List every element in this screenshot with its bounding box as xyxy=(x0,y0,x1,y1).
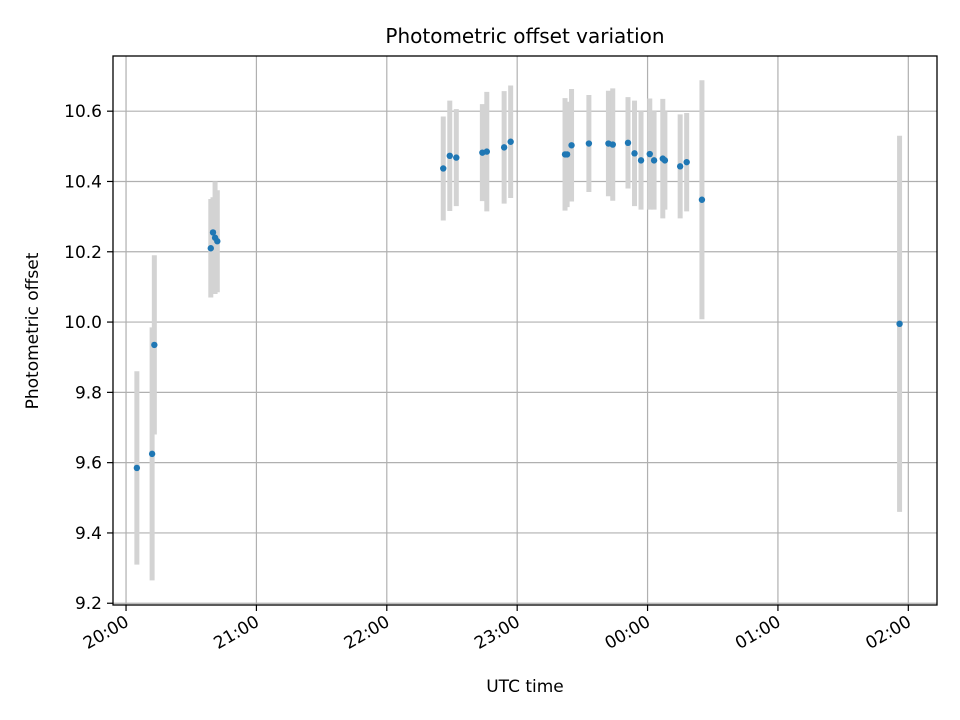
data-point xyxy=(661,157,669,164)
data-point xyxy=(563,151,571,158)
data-point xyxy=(624,139,632,147)
y-tick-label: 9.4 xyxy=(75,524,102,544)
chart-title: Photometric offset variation xyxy=(385,24,664,48)
data-point xyxy=(500,144,508,151)
data-point xyxy=(207,245,214,252)
data-point xyxy=(507,138,514,145)
data-point xyxy=(585,140,593,147)
x-axis-label: UTC time xyxy=(486,677,564,697)
data-point xyxy=(896,320,903,328)
plot-frame xyxy=(112,55,938,606)
data-point xyxy=(440,165,447,172)
data-point xyxy=(214,238,221,245)
data-point xyxy=(148,450,156,458)
data-point xyxy=(650,157,658,164)
grid-lines xyxy=(113,56,937,605)
data-point xyxy=(568,142,575,149)
data-point xyxy=(209,229,217,236)
data-point xyxy=(133,464,141,472)
y-axis-label: Photometric offset xyxy=(23,252,43,409)
y-tick-label: 10.6 xyxy=(64,102,102,122)
data-points xyxy=(133,138,903,472)
data-point xyxy=(483,148,490,155)
data-point xyxy=(453,154,460,161)
y-tick-label: 9.2 xyxy=(75,594,102,614)
y-tick-label: 10.2 xyxy=(64,243,102,263)
data-point xyxy=(609,141,616,148)
data-point xyxy=(637,157,645,164)
data-point xyxy=(646,150,653,158)
y-tick-label: 9.8 xyxy=(75,383,102,403)
data-point xyxy=(631,150,638,157)
y-tick-label: 10.4 xyxy=(64,172,102,192)
data-point xyxy=(446,152,453,160)
y-tick-label: 10.0 xyxy=(64,313,102,333)
data-point xyxy=(698,196,706,203)
data-point xyxy=(683,158,690,166)
data-point xyxy=(151,341,158,349)
y-tick-label: 9.6 xyxy=(75,454,102,474)
data-point xyxy=(676,163,684,170)
